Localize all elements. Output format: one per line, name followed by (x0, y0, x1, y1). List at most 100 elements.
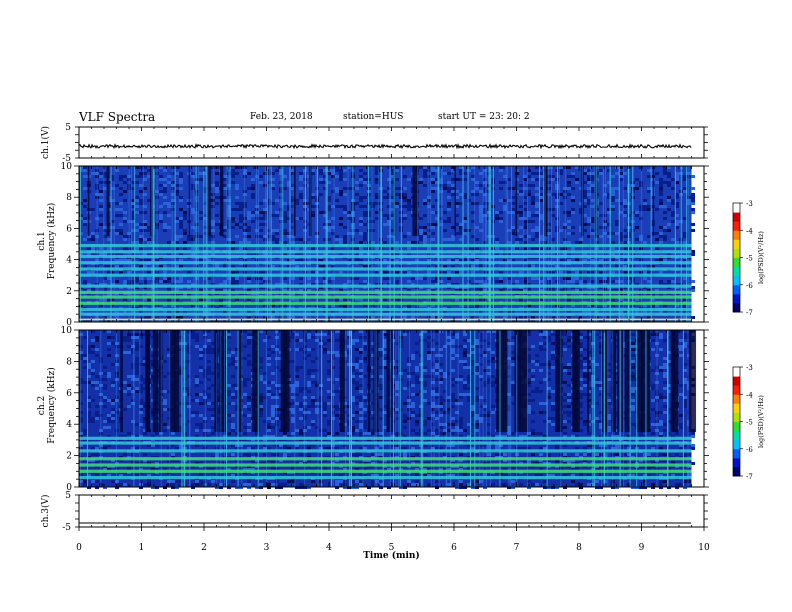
ch2-freq-ylabel: ch.2Frequency (kHz) (37, 367, 57, 444)
x-tick-label: 8 (576, 543, 582, 553)
y-ticks (75, 494, 708, 528)
colorbar-segment (733, 439, 740, 450)
x-ticks (78, 495, 705, 531)
band-line (79, 290, 692, 294)
colorbar-segment (733, 430, 740, 441)
y-tick-label: 2 (66, 452, 72, 462)
ch1-ylabel: ch.1(V) (40, 126, 51, 159)
y-tick-label: 5 (65, 491, 71, 501)
colorbar-label: log(PSD)(V²/Hz) (757, 395, 765, 448)
band-line (79, 449, 692, 453)
colorbar-segment (733, 203, 740, 213)
colorbar-segment (733, 239, 740, 249)
band-line (79, 436, 692, 440)
colorbar-segment (733, 457, 740, 468)
colorbar-segment (733, 275, 740, 286)
x-ticks (78, 166, 705, 322)
colorbar-tick-label: -6 (746, 446, 753, 454)
band-line (79, 301, 692, 305)
colorbar-segment (733, 385, 740, 395)
y-tick-label: 6 (66, 224, 72, 234)
colorbar-segment (733, 394, 740, 404)
waveform-line (78, 143, 692, 150)
y-tick-label: 2 (66, 287, 72, 297)
x-tick-label: 0 (76, 543, 82, 553)
date-label: Feb. 23, 2018 (250, 112, 313, 122)
y-ticks (74, 165, 709, 323)
colorbar-tick-label: -4 (746, 227, 753, 235)
colorbar-tick-label: -3 (746, 364, 753, 372)
colorbar-tick-label: -3 (746, 200, 753, 208)
ch1-waveform-frame (78, 126, 705, 159)
x-axis-label: Time (min) (363, 550, 420, 561)
colorbar-segment (733, 284, 740, 295)
colorbar-tick-label: -4 (746, 391, 753, 399)
colorbar-segment (733, 302, 740, 313)
station-label: station=HUS (343, 112, 404, 122)
x-tick-label: 10 (698, 543, 710, 553)
band-line (79, 475, 692, 480)
colorbar-tick-label: -5 (746, 419, 753, 427)
y-tick-label: 5 (65, 123, 71, 133)
colorbar-tick-label: -7 (746, 473, 753, 481)
colorbar-segment (733, 230, 740, 240)
spectrogram-bands (79, 243, 692, 321)
y-tick-label: 10 (61, 162, 73, 172)
x-tick-label: 6 (451, 543, 457, 553)
x-ticks (78, 330, 705, 487)
colorbar-segment (733, 266, 740, 277)
colorbar-tick-label: -5 (746, 255, 753, 263)
x-tick-label: 1 (139, 543, 145, 553)
colorbar-segment (733, 403, 740, 413)
colorbar-label: log(PSD)(V²/Hz) (757, 231, 765, 284)
y-ticks (75, 126, 708, 159)
band-line (79, 261, 692, 265)
y-tick-label: -5 (62, 523, 71, 533)
y-tick-label: 0 (66, 318, 72, 328)
y-tick-label: 6 (66, 389, 72, 399)
x-tick-label: 9 (639, 543, 645, 553)
band-line (79, 273, 692, 277)
ch3-waveform-frame (78, 494, 705, 528)
colorbar-tick-label: -6 (746, 282, 753, 290)
axes-group (74, 126, 709, 531)
band-line (79, 295, 692, 299)
panels-group (78, 143, 743, 524)
colorbar-segment (733, 221, 740, 231)
band-line (79, 284, 692, 288)
spectrogram-sferics (79, 330, 689, 487)
x-tick-label: 3 (264, 543, 270, 553)
band-line (79, 267, 692, 271)
x-ticks (78, 127, 705, 158)
colorbar-segment (733, 421, 740, 432)
x-tick-label: 2 (201, 543, 207, 553)
colorbar-tick-label: -7 (746, 309, 753, 317)
start-time-label: start UT = 23: 20: 2 (438, 112, 530, 122)
x-tick-label: 4 (326, 543, 332, 553)
y-tick-label: 4 (66, 256, 72, 266)
colorbar-ch2 (732, 366, 743, 477)
colorbar-segment (733, 466, 740, 477)
band-line (79, 457, 692, 461)
colorbar-segment (733, 257, 740, 268)
band-line (79, 463, 692, 467)
band-line (79, 441, 692, 445)
ch3-ylabel: ch.3(V) (40, 495, 51, 528)
y-tick-label: 10 (61, 326, 73, 336)
x-tick-label: 5 (389, 543, 395, 553)
colorbar-segment (733, 293, 740, 304)
band-line (79, 254, 692, 259)
band-line (79, 318, 692, 321)
colorbar-segment (733, 448, 740, 459)
y-tick-label: -5 (62, 154, 71, 164)
ch1-waveform (78, 143, 692, 150)
band-line (79, 307, 692, 312)
y-tick-label: 4 (66, 420, 72, 430)
colorbar-segment (733, 212, 740, 222)
y-tick-label: 0 (66, 483, 72, 493)
band-line (79, 312, 692, 316)
colorbar-segment (733, 412, 740, 422)
band-line (79, 469, 692, 473)
